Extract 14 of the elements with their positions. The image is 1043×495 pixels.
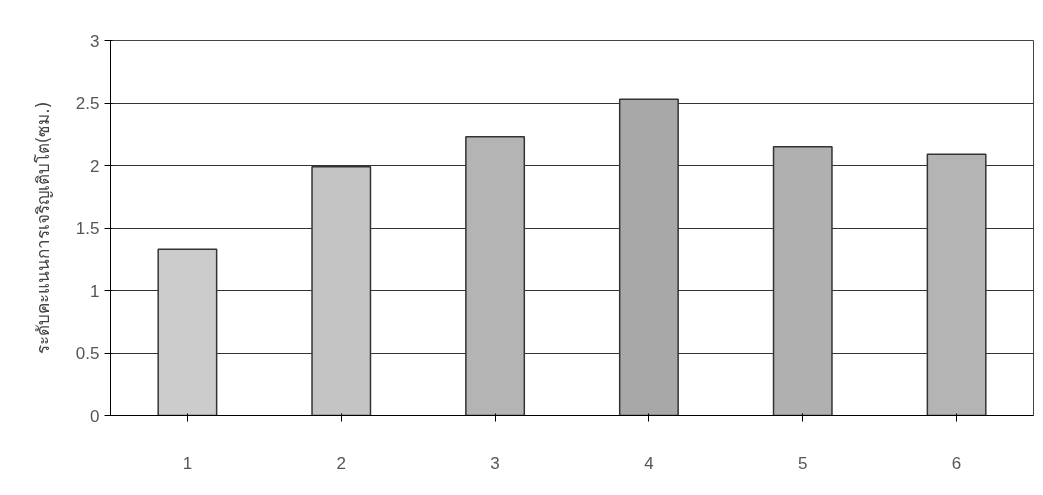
y-tick-label: 1.5 — [75, 219, 100, 238]
x-tick-label: 6 — [951, 453, 962, 473]
y-tick-label: 0 — [90, 406, 100, 426]
x-tick-label: 1 — [182, 453, 193, 473]
y-tick-label: 2.5 — [75, 94, 100, 113]
y-tick-label: 1 — [90, 281, 100, 301]
x-tick-label: 5 — [798, 453, 808, 473]
y-tick-label: 0.5 — [75, 344, 100, 363]
y-tick-label: 3 — [90, 31, 100, 51]
y-axis-title: ระดับคะแนนการเจริญเติบโต(ซม.) — [32, 101, 53, 355]
x-tick-label: 3 — [490, 453, 500, 473]
x-tick-label: 4 — [644, 453, 654, 473]
x-tick-label: 2 — [336, 453, 346, 473]
y-tick-label: 2 — [90, 156, 100, 176]
